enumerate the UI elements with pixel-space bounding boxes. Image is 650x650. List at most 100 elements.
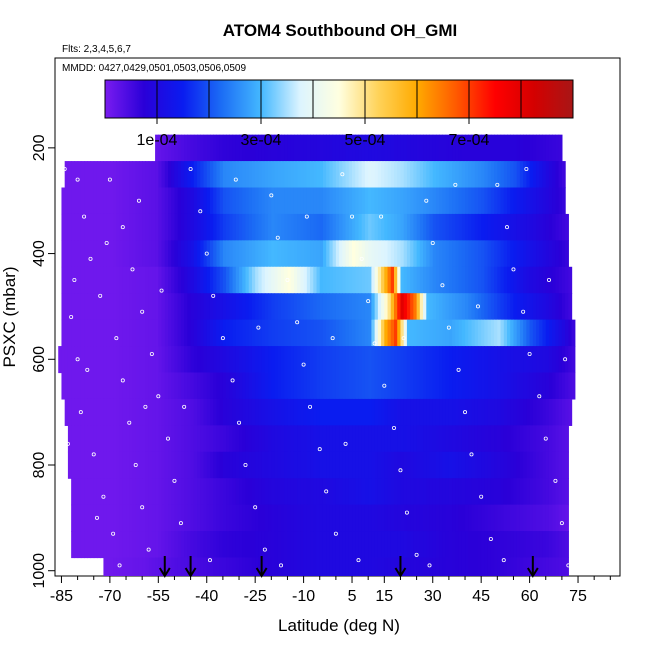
- heatmap-cell: [158, 557, 163, 576]
- heatmap-cell: [329, 531, 334, 559]
- heatmap-cell: [106, 557, 111, 576]
- heatmap-cell: [377, 134, 382, 162]
- heatmap-cell: [458, 531, 463, 559]
- heatmap-cell: [510, 478, 515, 506]
- heatmap-cell: [187, 319, 192, 347]
- heatmap-cell: [529, 240, 534, 268]
- heatmap-cell: [151, 451, 156, 479]
- heatmap-cell: [297, 504, 301, 532]
- heatmap-cell: [484, 213, 489, 241]
- heatmap-cell: [494, 346, 498, 374]
- heatmap-cell: [355, 161, 360, 189]
- heatmap-cell: [526, 451, 531, 479]
- heatmap-cell: [148, 425, 153, 453]
- heatmap-cell: [339, 213, 343, 241]
- heatmap-cell: [242, 266, 247, 294]
- heatmap-cell: [471, 134, 476, 162]
- heatmap-cell: [361, 346, 366, 374]
- heatmap-cell: [548, 451, 553, 479]
- heatmap-cell: [129, 293, 134, 321]
- heatmap-cell: [519, 451, 524, 479]
- colorbar: 1e-04 3e-04 5e-04 7e-04: [104, 79, 574, 149]
- heatmap-cell: [364, 319, 369, 347]
- heatmap-cell: [439, 213, 444, 241]
- heatmap-cell: [465, 451, 469, 479]
- heatmap-cell: [458, 504, 463, 532]
- x-tick-label: 15: [375, 588, 393, 605]
- heatmap-cell: [552, 478, 557, 506]
- heatmap-cell: [481, 240, 485, 268]
- heatmap-cell: [352, 240, 356, 268]
- sample-marker: [262, 547, 267, 552]
- heatmap-cell: [151, 187, 156, 215]
- heatmap-cell: [568, 266, 573, 294]
- heatmap-cell: [500, 319, 505, 347]
- heatmap-cell: [419, 478, 424, 506]
- heatmap-cell: [161, 531, 166, 559]
- heatmap-cell: [500, 213, 505, 241]
- heatmap-cell: [461, 451, 466, 479]
- heatmap-cell: [523, 319, 527, 347]
- heatmap-cell: [171, 504, 176, 532]
- heatmap-cell: [355, 557, 360, 576]
- heatmap-cell: [465, 293, 469, 321]
- heatmap-cell: [445, 134, 450, 162]
- sample-marker: [85, 367, 90, 372]
- heatmap-cell: [261, 319, 266, 347]
- heatmap-cell: [374, 134, 379, 162]
- heatmap-cell: [203, 293, 208, 321]
- heatmap-cell: [80, 346, 85, 374]
- heatmap-cell: [539, 161, 544, 189]
- heatmap-cell: [384, 266, 389, 294]
- heatmap-cell: [458, 293, 463, 321]
- heatmap-cell: [371, 134, 376, 162]
- heatmap-cell: [319, 478, 324, 506]
- heatmap-cell: [239, 319, 243, 347]
- heatmap-cell: [381, 293, 385, 321]
- heatmap-cell: [177, 240, 182, 268]
- heatmap-cell: [190, 557, 195, 576]
- heatmap-cell: [523, 293, 527, 321]
- heatmap-cell: [242, 398, 247, 426]
- sample-marker: [379, 214, 384, 219]
- heatmap-cell: [158, 240, 163, 268]
- heatmap-cell: [481, 161, 485, 189]
- heatmap-cell: [503, 161, 508, 189]
- heatmap-cell: [487, 134, 492, 162]
- heatmap-cell: [219, 557, 224, 576]
- heatmap-cell: [122, 504, 127, 532]
- sample-marker: [107, 177, 112, 182]
- sample-marker: [563, 357, 568, 362]
- heatmap-cell: [106, 346, 111, 374]
- heatmap-cell: [319, 398, 324, 426]
- heatmap-cell: [332, 134, 337, 162]
- heatmap-cell: [226, 213, 230, 241]
- heatmap-cell: [332, 319, 337, 347]
- heatmap-cell: [413, 319, 418, 347]
- heatmap-cell: [455, 398, 460, 426]
- heatmap-cell: [536, 134, 540, 162]
- heatmap-cell: [368, 187, 372, 215]
- heatmap-cell: [442, 213, 447, 241]
- heatmap-cell: [474, 134, 479, 162]
- heatmap-cell: [484, 451, 489, 479]
- heatmap-cell: [132, 161, 137, 189]
- heatmap-cell: [416, 531, 421, 559]
- sample-marker: [524, 166, 529, 171]
- heatmap-cell: [71, 240, 75, 268]
- heatmap-cell: [329, 425, 334, 453]
- heatmap-cell: [561, 319, 566, 347]
- heatmap-cell: [171, 346, 176, 374]
- heatmap-cell: [484, 319, 489, 347]
- heatmap-cell: [516, 531, 521, 559]
- heatmap-cell: [545, 372, 550, 400]
- heatmap-cell: [248, 398, 253, 426]
- heatmap-cell: [109, 187, 114, 215]
- heatmap-cell: [565, 372, 569, 400]
- heatmap-cell: [261, 266, 266, 294]
- heatmap-cell: [129, 213, 134, 241]
- heatmap-cell: [251, 319, 256, 347]
- heatmap-cell: [177, 372, 182, 400]
- heatmap-cell: [93, 425, 98, 453]
- heatmap-cell: [345, 266, 350, 294]
